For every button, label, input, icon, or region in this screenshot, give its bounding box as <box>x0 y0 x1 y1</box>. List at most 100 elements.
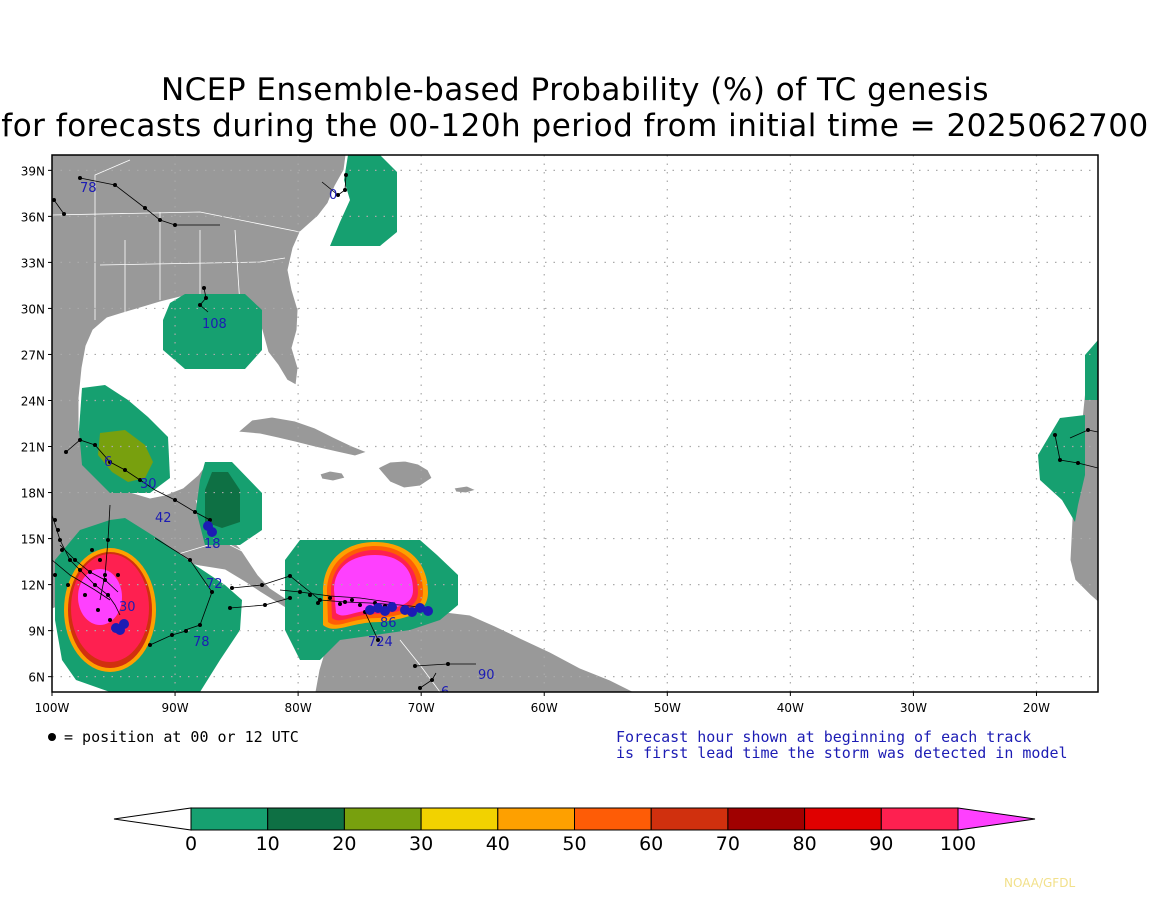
track-label: 6 <box>441 685 449 700</box>
genesis-area-gulf <box>163 294 262 369</box>
longitude-tick-label: 100W <box>35 701 70 715</box>
latitude-tick-label: 33N <box>21 256 45 270</box>
colorbar-segment <box>343 807 422 831</box>
latitude-tick-label: 18N <box>21 487 45 501</box>
colorbar-high-arrow <box>957 807 1036 831</box>
genesis-area-campeche-core <box>98 430 153 482</box>
track-position-dot <box>358 603 362 607</box>
detection-marker <box>365 605 375 615</box>
latitude-tick-label: 36N <box>21 210 45 224</box>
latitude-tick-label: 27N <box>21 348 45 362</box>
colorbar-segment <box>650 807 729 831</box>
track-position-dot <box>188 558 192 562</box>
track-position-dot <box>62 212 66 216</box>
track-position-dot <box>198 303 202 307</box>
track-position-dot <box>108 618 112 622</box>
colorbar-segment <box>497 807 575 831</box>
track-position-dot <box>170 633 174 637</box>
track-position-dot <box>184 629 188 633</box>
track-position-dot <box>60 548 64 552</box>
track-position-dot <box>263 603 267 607</box>
track-position-dot <box>88 570 92 574</box>
latitude-tick-label: 21N <box>21 441 45 455</box>
detection-marker <box>111 623 121 633</box>
genesis-area-africa-north <box>1085 340 1098 400</box>
longitude-tick-label: 20W <box>1023 701 1050 715</box>
track-position-dot <box>143 206 147 210</box>
colorbar-label: 80 <box>793 833 817 855</box>
track-position-dot <box>53 518 57 522</box>
track-position-dot <box>158 218 162 222</box>
track-position-dot <box>288 596 292 600</box>
longitude-tick-label: 40W <box>777 701 804 715</box>
detection-marker <box>387 602 397 612</box>
colorbar-label: 20 <box>332 833 356 855</box>
genesis-area-yucatan-core <box>205 472 240 528</box>
puerto-rico-land <box>453 485 478 494</box>
longitude-tick-label: 30W <box>900 701 927 715</box>
genesis-area-virginia <box>330 155 397 246</box>
track-label: 78 <box>80 181 97 196</box>
longitude-tick-label: 70W <box>408 701 435 715</box>
track-label: 30 <box>119 600 136 615</box>
longitude-axis: 100W 90W 80W 70W 60W 50W 40W 30W 20W <box>35 692 1050 715</box>
track-position-dot <box>116 573 120 577</box>
track-position-dot <box>350 598 354 602</box>
track-position-dot <box>343 188 347 192</box>
track-position-dot <box>96 608 100 612</box>
legend-info-line1: Forecast hour shown at beginning of each… <box>616 728 1032 746</box>
track-position-dot <box>66 583 70 587</box>
colorbar-label: 90 <box>869 833 893 855</box>
track-position-dot <box>108 460 112 464</box>
track-position-dot <box>336 193 340 197</box>
track-position-dot <box>148 643 152 647</box>
track-position-dot <box>446 662 450 666</box>
colorbar-low-arrow <box>113 807 192 831</box>
cuba-land <box>236 416 369 457</box>
track-position-dot <box>344 173 348 177</box>
track-position-dot <box>210 590 214 594</box>
colorbar-label: 0 <box>185 833 197 855</box>
track-label: 6 <box>104 455 112 470</box>
detection-marker <box>407 607 417 617</box>
track-position-dot <box>64 450 68 454</box>
track-position-dot <box>58 538 62 542</box>
colorbar-label: 30 <box>409 833 433 855</box>
legend-dot-note: = position at 00 or 12 UTC <box>64 728 299 746</box>
track-position-dot <box>260 583 264 587</box>
track-position-dot <box>418 686 422 690</box>
track-position-dot <box>430 678 434 682</box>
track-position-dot <box>56 528 60 532</box>
track-label: 108 <box>202 317 227 332</box>
colorbar-segment <box>804 807 882 831</box>
latitude-tick-label: 30N <box>21 302 45 316</box>
jamaica-land <box>319 470 346 482</box>
colorbar-label: 40 <box>486 833 510 855</box>
colorbar: 0 10 20 30 40 50 60 70 80 90 100 <box>113 807 1036 855</box>
track-position-dots <box>52 173 1090 690</box>
track-position-dot <box>338 602 342 606</box>
track-position-dot <box>83 593 87 597</box>
track-label: 72 <box>206 577 223 592</box>
legend-dot-icon <box>48 733 56 741</box>
track-position-dot <box>173 223 177 227</box>
track-position-dot <box>68 558 72 562</box>
latitude-tick-label: 24N <box>21 394 45 408</box>
track-position-dot <box>1076 461 1080 465</box>
track-label: 724 <box>368 635 393 650</box>
track-label: 90 <box>478 668 495 683</box>
track-position-dot <box>78 568 82 572</box>
genesis-area-tehuantepec-100 <box>78 569 122 625</box>
track-position-dot <box>106 593 110 597</box>
track-label: 42 <box>155 511 172 526</box>
colorbar-label: 100 <box>940 833 976 855</box>
track-label: 30 <box>140 477 157 492</box>
track-position-dot <box>1058 458 1062 462</box>
detection-marker <box>203 521 213 531</box>
track-label: 18 <box>204 537 221 552</box>
colorbar-label: 50 <box>562 833 586 855</box>
track-position-dot <box>113 183 117 187</box>
track-position-dot <box>298 590 302 594</box>
colorbar-label: 60 <box>639 833 663 855</box>
